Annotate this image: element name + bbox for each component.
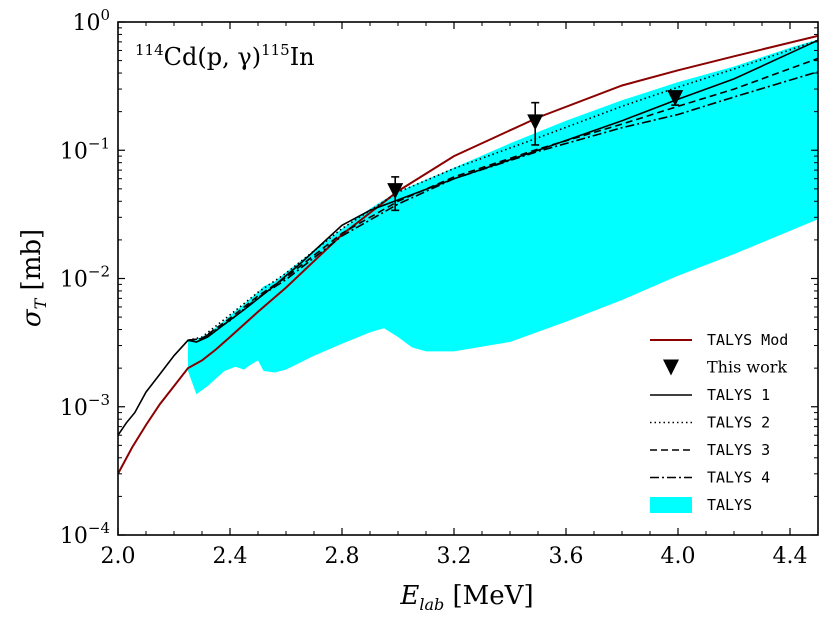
legend-entry-this-work: This work xyxy=(663,358,787,377)
legend: TALYS Mod This work TALYS 1 TALYS 2 TALYS 3 T… xyxy=(650,331,788,514)
x-tick-label: 4.0 xyxy=(661,544,696,569)
chart-title: 114Cd(p, γ)115In xyxy=(135,41,315,71)
legend-entry-talys-1: TALYS 1 xyxy=(650,386,770,404)
legend-label: TALYS Mod xyxy=(707,331,788,349)
series-talys-4 xyxy=(187,70,818,342)
legend-label: This work xyxy=(707,358,787,377)
talys-band-layer xyxy=(188,39,818,395)
y-tick-label: 10−1 xyxy=(60,134,110,164)
x-axis-ticks: 2.0 2.4 2.8 3.2 3.6 4.0 4.4 xyxy=(101,22,808,569)
y-axis-ticks: 100 10−1 10−2 10−3 10−4 xyxy=(60,6,818,549)
x-axis-unit: [MeV] xyxy=(444,581,533,611)
y-tick-label: 10−3 xyxy=(60,391,110,421)
y-axis-subscript: T xyxy=(31,297,50,309)
legend-patch xyxy=(650,497,692,513)
legend-entry-talys: TALYS xyxy=(650,496,752,514)
legend-label: TALYS 4 xyxy=(707,469,770,487)
x-axis-subscript: lab xyxy=(419,595,444,614)
y-tick-label: 10−4 xyxy=(60,519,110,549)
legend-label: TALYS 1 xyxy=(707,386,770,404)
y-axis-unit: [mb] xyxy=(17,229,47,299)
series-talys-mod xyxy=(118,34,818,475)
data-point-2 xyxy=(527,101,544,146)
legend-label: TALYS 3 xyxy=(707,441,770,459)
legend-label: TALYS xyxy=(707,496,752,514)
x-tick-label: 3.6 xyxy=(549,544,584,569)
series-talys-3 xyxy=(187,57,818,342)
x-tick-label: 2.8 xyxy=(325,544,360,569)
x-tick-label: 4.4 xyxy=(773,544,808,569)
y-tick-label: 100 xyxy=(72,6,110,36)
x-tick-label: 3.2 xyxy=(437,544,472,569)
triangle-down-marker xyxy=(527,114,544,131)
legend-entry-talys-3: TALYS 3 xyxy=(650,441,770,459)
y-axis-symbol: σ xyxy=(17,308,47,327)
title-product: In xyxy=(290,43,315,71)
legend-label: TALYS 2 xyxy=(707,414,770,432)
triangle-down-marker xyxy=(667,90,684,107)
title-reaction: Cd(p, γ) xyxy=(164,43,261,71)
triangle-down-marker xyxy=(387,183,404,200)
legend-entry-talys-4: TALYS 4 xyxy=(650,469,770,487)
data-points-layer xyxy=(387,90,684,212)
x-axis-label: Elab [MeV] xyxy=(399,581,533,614)
data-point-1 xyxy=(387,176,404,212)
legend-entry-talys-mod: TALYS Mod xyxy=(650,331,788,349)
series-talys-1 xyxy=(118,39,818,436)
title-product-mass: 115 xyxy=(261,41,290,59)
legend-entry-talys-2: TALYS 2 xyxy=(650,414,770,432)
series-layer xyxy=(118,34,818,475)
talys-band xyxy=(188,39,818,395)
x-tick-label: 2.4 xyxy=(213,544,248,569)
y-tick-label: 10−2 xyxy=(60,263,110,293)
title-target-mass: 114 xyxy=(135,41,164,59)
x-axis-symbol: E xyxy=(399,581,419,611)
x-tick-label: 2.0 xyxy=(101,544,136,569)
series-talys-2 xyxy=(187,39,818,342)
data-point-3 xyxy=(667,90,684,107)
y-axis-label: σT [mb] xyxy=(17,229,50,327)
legend-marker xyxy=(663,359,679,376)
